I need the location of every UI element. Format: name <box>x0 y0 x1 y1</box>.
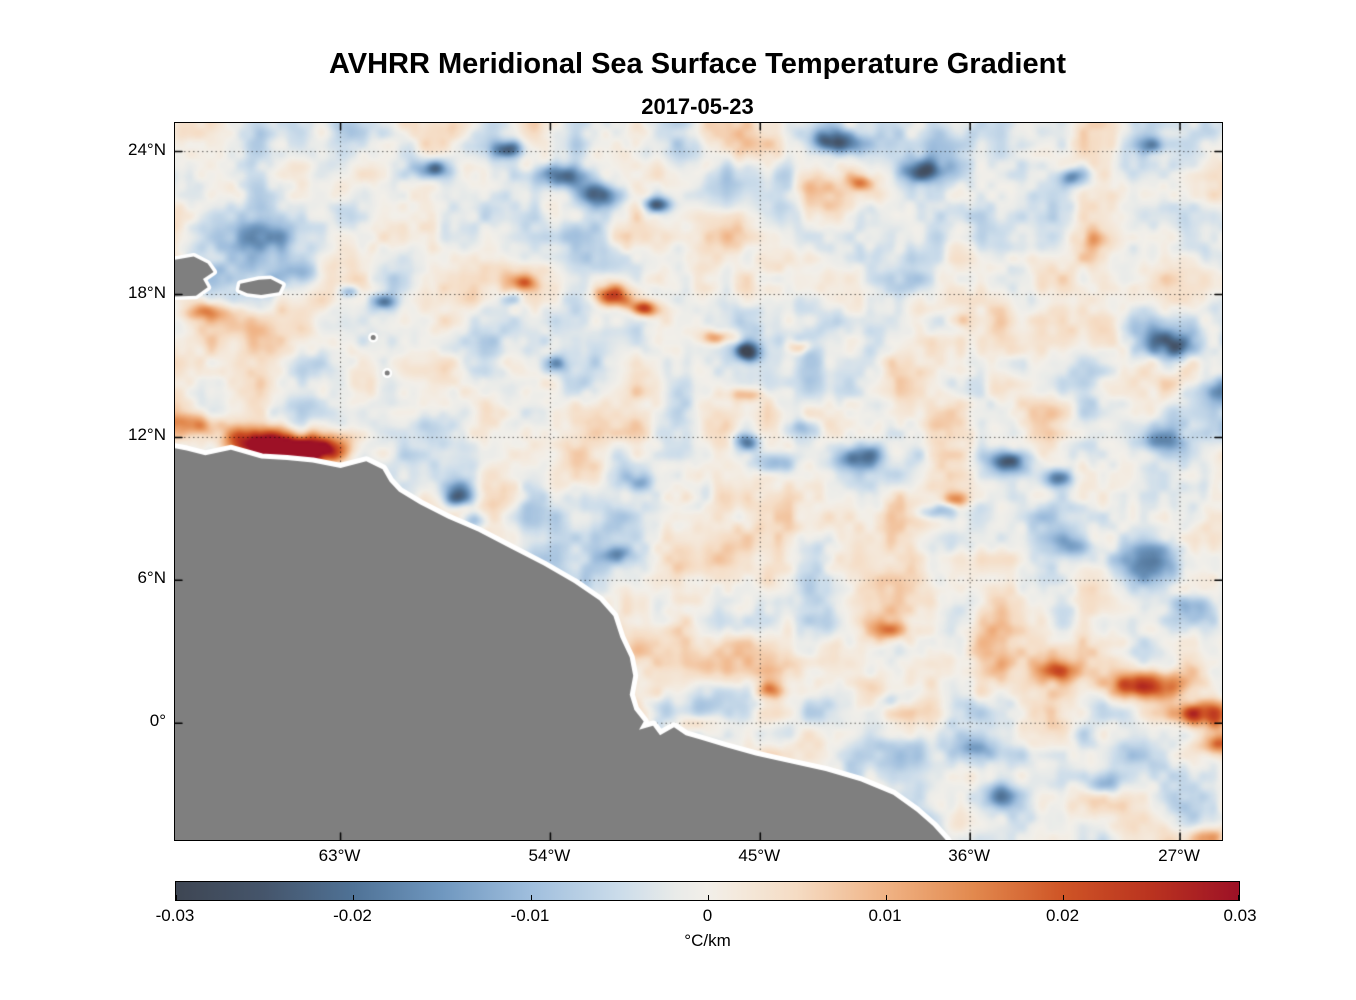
colorbar-tick <box>530 895 532 900</box>
colorbar-tick-label: -0.03 <box>155 906 195 925</box>
lon-tick-label: 63°W <box>318 846 361 865</box>
colorbar-tick <box>353 895 354 900</box>
lat-tick-label: 0° <box>149 711 166 731</box>
colorbar-tick-label: 0.02 <box>1045 906 1080 925</box>
lon-tick-label: 27°W <box>1158 846 1200 865</box>
lon-tick-label: 36°W <box>948 846 991 865</box>
colorbar-tick-label: 0 <box>702 906 713 925</box>
colorbar-tick <box>176 895 177 900</box>
colorbar-unit-label: °C/km <box>684 931 731 950</box>
colorbar-tick-label: 0.01 <box>868 906 902 925</box>
lon-tick-label: 54°W <box>528 846 571 865</box>
figure-date-subtitle: 2017-05-23 <box>641 94 754 119</box>
colorbar-tick <box>708 895 709 900</box>
lat-tick-label: 18°N <box>128 282 166 302</box>
figure-title: AVHRR Meridional Sea Surface Temperature… <box>328 48 1066 80</box>
colorbar-tick-label: -0.01 <box>510 906 550 925</box>
colorbar-tick <box>1063 895 1064 900</box>
lat-tick-label: 24°N <box>128 139 166 159</box>
colorbar-tick-label: 0.03 <box>1223 906 1257 925</box>
colorbar-gradient <box>175 881 1240 901</box>
sst-gradient-heatmap-canvas <box>175 123 1222 840</box>
map-plot-area <box>174 122 1223 841</box>
colorbar-tick <box>885 895 887 900</box>
lat-tick-label: 6°N <box>137 568 166 588</box>
colorbar-tick <box>1238 895 1239 900</box>
colorbar-tick-label: -0.02 <box>333 906 372 925</box>
lat-tick-label: 12°N <box>128 425 166 445</box>
lon-tick-label: 45°W <box>738 846 781 865</box>
